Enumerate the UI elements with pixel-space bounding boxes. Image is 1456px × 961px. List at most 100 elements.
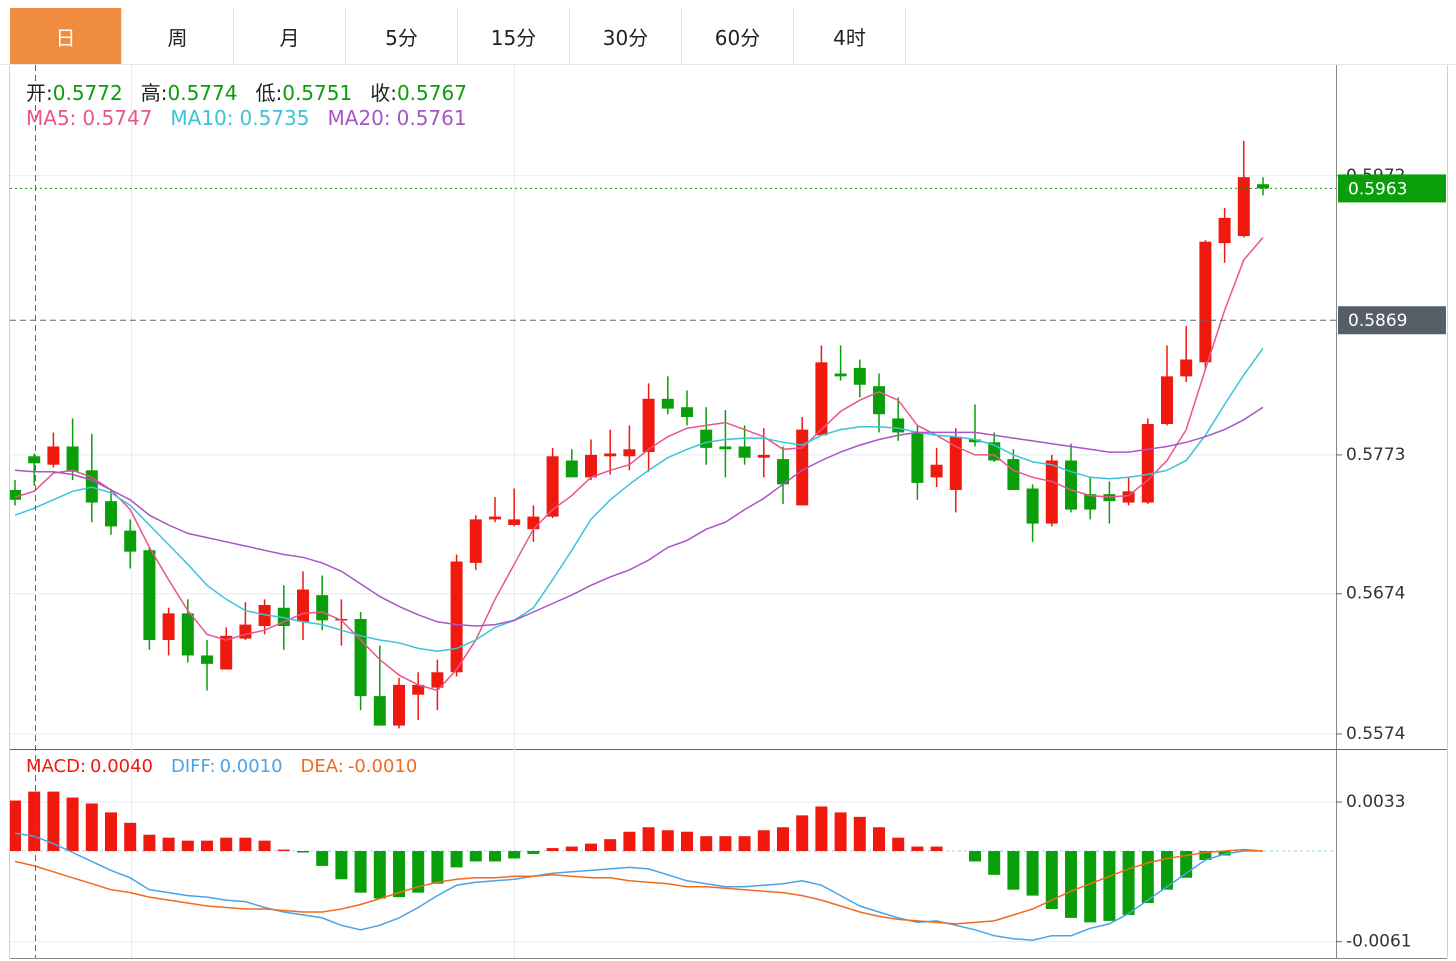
candle-body <box>1065 460 1077 510</box>
macd-bar <box>508 851 521 859</box>
macd-bar <box>85 803 98 852</box>
ohlc-label: 开: <box>26 81 53 105</box>
candle-body <box>201 655 213 664</box>
period-tabs: 日周月 5分 15分 30分 60分 4时 <box>10 8 906 64</box>
macd-bar <box>124 822 137 852</box>
candle-body <box>508 519 521 526</box>
legend-name: MA10: <box>170 106 234 130</box>
macd-bar <box>10 800 21 852</box>
macd-bar <box>373 851 386 899</box>
macd-bar <box>853 816 866 852</box>
macd-bar <box>527 851 540 855</box>
period-tab[interactable]: 60分 <box>682 8 794 64</box>
macd-bar <box>1026 851 1039 896</box>
macd-bar <box>815 806 828 852</box>
candle-body <box>815 362 828 436</box>
candle-body <box>681 407 693 418</box>
candle-body <box>28 456 41 464</box>
candle-body <box>1007 459 1020 490</box>
legend-value: 0.5735 <box>239 106 310 130</box>
candle-body <box>124 530 137 552</box>
macd-line <box>14 832 1263 941</box>
macd-bar <box>661 830 674 852</box>
last-price-label: 0.5963 <box>1348 179 1407 199</box>
macd-bar <box>469 851 482 862</box>
period-tab[interactable]: 4时 <box>794 8 906 64</box>
ohlc-label: 高: <box>140 81 168 105</box>
macd-bar <box>47 791 60 852</box>
macd-bar <box>565 846 578 852</box>
macd-bar <box>28 791 41 852</box>
macd-legend: MACD: 0.0040 DIFF: 0.0010 DEA: -0.0010 <box>26 756 417 777</box>
macd-bar <box>834 812 847 852</box>
macd-bar <box>585 843 597 852</box>
macd-bar <box>700 836 713 852</box>
period-tab[interactable]: 15分 <box>458 8 570 64</box>
macd-bar <box>796 815 809 852</box>
candle-body <box>949 436 962 490</box>
candle-body <box>66 446 79 472</box>
macd-bar <box>143 834 156 852</box>
legend-name: DIFF: <box>171 756 216 777</box>
macd-bar <box>1103 851 1116 921</box>
candle-body <box>892 418 905 433</box>
macd-bar <box>681 831 693 852</box>
macd-bar <box>1045 851 1058 909</box>
ma-legend: MA5: 0.5747 MA10: 0.5735 MA20: 0.5761 <box>26 106 467 130</box>
candle-body <box>1084 494 1097 510</box>
candle-body <box>930 464 943 478</box>
price-axis: 0.55740.56740.57730.59720.59630.58690.00… <box>1336 166 1446 952</box>
period-tab[interactable]: 5分 <box>346 8 458 64</box>
candle-body <box>853 367 866 385</box>
period-tab[interactable]: 日 <box>10 8 122 64</box>
legend-item: DEA: -0.0010 <box>301 756 418 777</box>
macd-bar <box>181 840 194 852</box>
macd-bar <box>297 851 309 853</box>
candle-body <box>546 456 559 517</box>
ohlc-value: 0.5772 <box>52 81 123 105</box>
candle-body <box>700 429 713 448</box>
y-tick-label: 0.5773 <box>1346 445 1405 465</box>
macd-bar <box>431 851 444 884</box>
macd-bar <box>546 848 559 852</box>
candle-body <box>143 550 156 641</box>
last-price-box <box>1338 174 1446 203</box>
legend-name: MA5: <box>26 106 77 130</box>
ohlc-label: 收: <box>370 81 397 105</box>
y-tick-label: 0.0033 <box>1346 792 1405 812</box>
macd-panel <box>10 791 1336 943</box>
legend-item: MA10: 0.5735 <box>170 106 309 130</box>
macd-bar <box>623 831 636 852</box>
candle-body <box>1237 177 1250 237</box>
legend-item: DIFF: 0.0010 <box>171 756 283 777</box>
macd-bar <box>911 846 924 852</box>
ohlc-value: 0.5767 <box>396 81 467 105</box>
candle-body <box>47 446 60 465</box>
period-tab[interactable]: 30分 <box>570 8 682 64</box>
candle-body <box>565 460 578 478</box>
period-tab[interactable]: 月 <box>234 8 346 64</box>
candle-body <box>642 398 655 453</box>
crosshair-price-label: 0.5869 <box>1348 311 1407 331</box>
legend-item: MACD: 0.0040 <box>26 756 153 777</box>
legend-value: -0.0010 <box>347 756 418 777</box>
y-tick-label: 0.5674 <box>1346 584 1405 604</box>
macd-bar <box>66 797 79 852</box>
period-tab[interactable]: 周 <box>122 8 234 64</box>
macd-bar <box>1199 851 1212 860</box>
candle-body <box>10 489 21 500</box>
legend-value: 0.5747 <box>82 106 153 130</box>
candle-body <box>181 613 194 656</box>
price-panel <box>10 140 1336 735</box>
ohlc-item: 收:0.5767 <box>370 77 467 106</box>
macd-line <box>14 848 1264 925</box>
candle-body <box>777 459 789 485</box>
macd-bar <box>604 839 617 852</box>
candle-body <box>316 595 329 621</box>
candle-body <box>1180 359 1193 377</box>
candle-body <box>1141 424 1154 503</box>
ohlc-item: 开:0.5772 <box>26 77 123 106</box>
macd-bar <box>1122 851 1135 915</box>
candle-body <box>239 624 252 639</box>
